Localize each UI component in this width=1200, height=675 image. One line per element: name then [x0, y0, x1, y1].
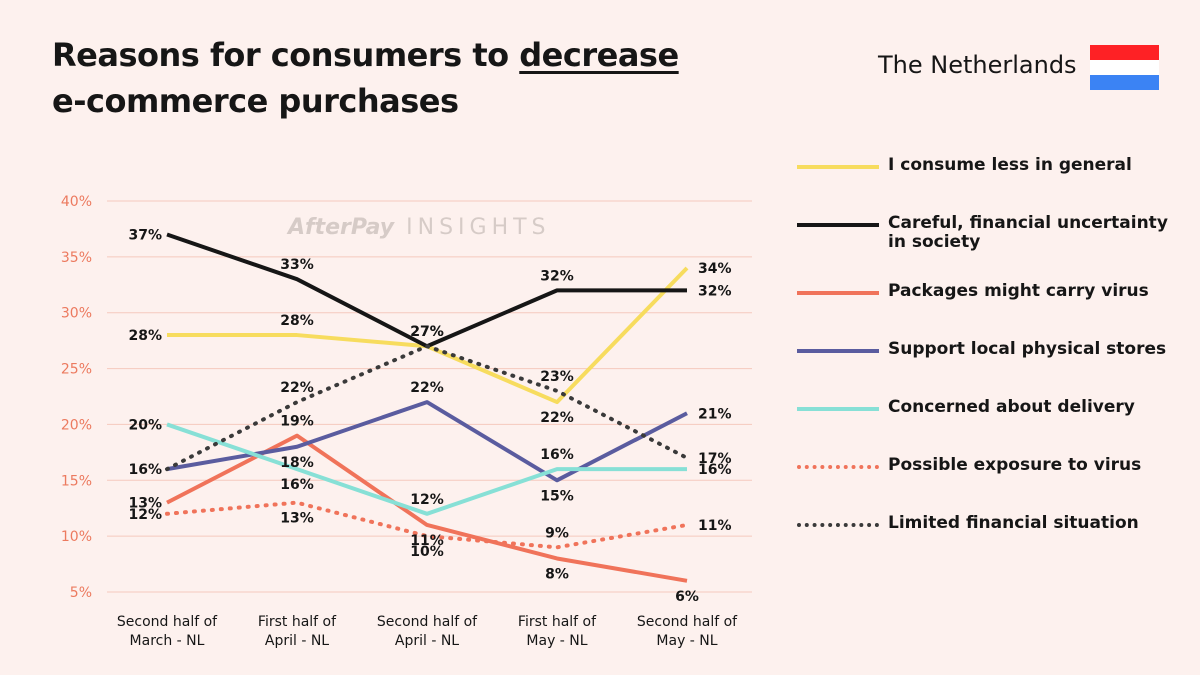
flag-red-stripe [1090, 45, 1159, 60]
data-label: 37% [128, 228, 162, 244]
series-line [165, 500, 689, 550]
data-label: 32% [540, 268, 574, 284]
page-title: Reasons for consumers to decrease e-comm… [52, 32, 679, 124]
data-label: 22% [280, 380, 314, 396]
data-label: 19% [280, 414, 314, 430]
legend-swatch [797, 407, 879, 411]
legend-label: Packages might carry virus [888, 281, 1149, 301]
legend-label: I consume less in general [888, 155, 1132, 175]
flag-blue-stripe [1090, 75, 1159, 90]
y-tick-label: 5% [70, 585, 92, 601]
data-label: 10% [410, 544, 444, 560]
legend-swatch [797, 291, 879, 295]
data-label: 22% [410, 380, 444, 396]
legend-swatch [797, 223, 879, 227]
data-label: 23% [540, 369, 574, 385]
country-label: The Netherlands [878, 51, 1077, 79]
x-tick-label: April - NL [265, 633, 329, 649]
x-tick-label: Second half of [117, 614, 218, 630]
data-label: 16% [698, 462, 732, 478]
legend-swatch [797, 349, 879, 353]
series-line [166, 433, 688, 583]
title-line2: e-commerce purchases [52, 82, 459, 120]
data-label: 27% [410, 324, 444, 340]
x-tick-label: March - NL [130, 633, 205, 649]
legend-swatch [797, 523, 879, 527]
data-label: 20% [128, 417, 162, 433]
data-label: 6% [675, 589, 699, 605]
y-tick-label: 40% [61, 194, 92, 210]
data-label: 21% [698, 406, 732, 422]
y-tick-label: 15% [61, 473, 92, 489]
title-line1-pre: Reasons for consumers to [52, 36, 520, 74]
watermark: AfterPay INSIGHTS [288, 215, 551, 240]
y-tick-label: 20% [61, 417, 92, 433]
legend-label: Support local physical stores [888, 339, 1167, 359]
data-label: 32% [698, 283, 732, 299]
data-label: 16% [280, 477, 314, 493]
y-tick-label: 35% [61, 250, 92, 266]
series-line [166, 422, 687, 516]
data-label: 8% [545, 566, 569, 582]
data-label: 13% [280, 511, 314, 527]
data-label: 11% [698, 518, 732, 534]
legend-swatch [797, 165, 879, 169]
data-label: 34% [698, 261, 732, 277]
x-tick-label: Second half of [637, 614, 738, 630]
legend-swatch [797, 465, 879, 469]
title-underlined-word: decrease [519, 36, 679, 74]
data-label: 27% [410, 324, 444, 340]
x-tick-label: First half of [258, 614, 337, 630]
y-tick-label: 25% [61, 362, 92, 378]
legend-label: Limited financial situation [888, 513, 1139, 533]
data-label: 9% [545, 525, 569, 541]
x-tick-label: First half of [518, 614, 597, 630]
data-label: 18% [280, 455, 314, 471]
netherlands-flag-icon [1090, 45, 1159, 90]
series-line [165, 344, 689, 472]
y-tick-label: 10% [61, 529, 92, 545]
data-label: 12% [128, 507, 162, 523]
data-label: 11% [410, 533, 444, 549]
data-label: 22% [540, 410, 574, 426]
x-tick-label: April - NL [395, 633, 459, 649]
data-label: 33% [280, 257, 314, 273]
x-tick-label: Second half of [377, 614, 478, 630]
x-tick-label: May - NL [656, 633, 717, 649]
data-label: 12% [410, 492, 444, 508]
flag-white-stripe [1090, 60, 1159, 75]
data-label: 16% [128, 462, 162, 478]
watermark-suffix: INSIGHTS [406, 215, 551, 240]
data-label: 28% [128, 328, 162, 344]
data-label: 15% [540, 488, 574, 504]
legend-label: Concerned about delivery [888, 397, 1135, 417]
data-label: 13% [128, 496, 162, 512]
data-label: 17% [698, 451, 732, 467]
legend-label: Careful, financial uncertainty in societ… [888, 213, 1168, 252]
y-tick-label: 30% [61, 306, 92, 322]
data-label: 28% [280, 313, 314, 329]
legend-label: Possible exposure to virus [888, 455, 1142, 475]
x-tick-label: May - NL [526, 633, 587, 649]
watermark-brand: AfterPay [288, 215, 395, 240]
data-label: 16% [540, 447, 574, 463]
